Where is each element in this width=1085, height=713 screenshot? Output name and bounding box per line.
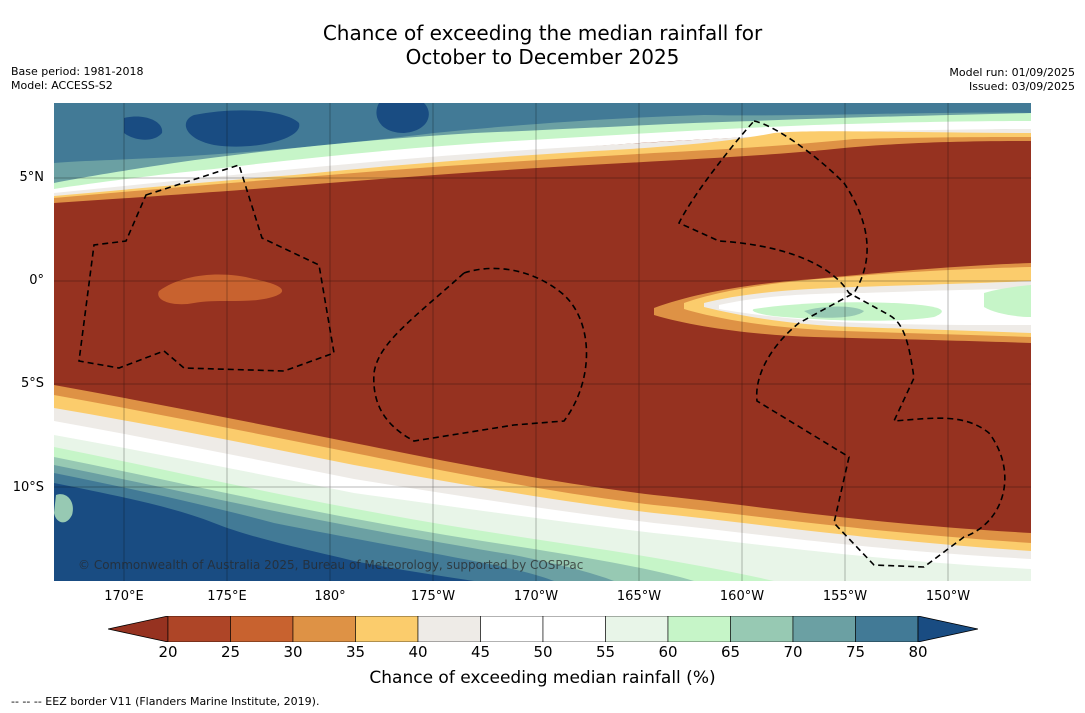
model-text: Model: ACCESS-S2 — [11, 79, 113, 92]
colorbar-segment — [292, 616, 356, 642]
colorbar-segment — [605, 616, 669, 642]
north-wet-blob-1 — [185, 110, 300, 147]
dry-patch — [158, 274, 283, 305]
run-issue-info: Model run: 01/09/2025 Issued: 03/09/2025 — [949, 66, 1075, 94]
colorbar-segment — [542, 616, 606, 642]
issued-text: Issued: 03/09/2025 — [968, 80, 1075, 93]
colorbar-tick-label: 50 — [533, 643, 553, 661]
south-wet-core — [54, 483, 474, 581]
north-light-band — [54, 113, 1031, 191]
colorbar-segment — [792, 616, 856, 642]
north-wet-blob-2 — [376, 103, 429, 133]
base-model-info: Base period: 1981-2018 Model: ACCESS-S2 — [11, 65, 143, 93]
colorbar-arrow-low — [108, 616, 169, 642]
colorbar-segment — [855, 616, 919, 642]
colorbar-segment — [417, 616, 481, 642]
north-white-band — [54, 121, 1031, 195]
colorbar-arrow-high — [917, 616, 978, 642]
north-wet-core — [54, 103, 1031, 163]
rainfall-map — [54, 103, 1031, 581]
eez-kiribati-phoenix — [373, 267, 588, 442]
colorbar-segment — [355, 616, 419, 642]
eez-footnote: -- -- -- EEZ border V11 (Flanders Marine… — [11, 695, 320, 708]
colorbar-segment — [667, 616, 731, 642]
colorbar-segment — [230, 616, 294, 642]
colorbar — [108, 616, 978, 642]
lon-label-170e: 170°E — [104, 589, 144, 604]
base-period-text: Base period: 1981-2018 — [11, 65, 144, 78]
lat-label-0: 0° — [29, 273, 44, 288]
colorbar-tick-label: 65 — [720, 643, 741, 661]
colorbar-tick-label: 30 — [283, 643, 303, 661]
colorbar-label: Chance of exceeding median rainfall (%) — [369, 668, 716, 688]
north-wet-blob-3 — [124, 116, 163, 140]
colorbar-segment — [167, 616, 231, 642]
lat-label-5n: 5°N — [19, 170, 45, 185]
title-line-2: October to December 2025 — [405, 45, 680, 69]
colorbar-tick-label: 40 — [408, 643, 428, 661]
chart-title: Chance of exceeding the median rainfall … — [0, 21, 1085, 69]
lon-label-180: 180° — [314, 589, 346, 604]
colorbar-tick-label: 75 — [845, 643, 866, 661]
colorbar-segment — [480, 616, 544, 642]
eez-borders — [78, 120, 1006, 568]
equator-teal-core — [804, 306, 864, 318]
colorbar-tick-label: 80 — [908, 643, 928, 661]
lat-label-10s: 10°S — [12, 480, 44, 495]
title-line-1: Chance of exceeding the median rainfall … — [322, 21, 763, 45]
lon-label-170w: 170°W — [513, 589, 559, 604]
eez-kiribati-gilbert — [78, 163, 335, 372]
lon-label-160w: 160°W — [719, 589, 765, 604]
lat-label-5s: 5°S — [20, 376, 44, 391]
colorbar-tick-label: 45 — [470, 643, 491, 661]
lon-label-175w: 175°W — [410, 589, 456, 604]
colorbar-tick-label: 25 — [220, 643, 241, 661]
lon-label-175e: 175°E — [207, 589, 247, 604]
south-teal-spot — [54, 494, 73, 523]
colorbar-tick-label: 60 — [658, 643, 678, 661]
colorbar-tick-label: 55 — [595, 643, 616, 661]
copyright-text: © Commonwealth of Australia 2025, Bureau… — [78, 558, 584, 572]
colorbar-tick-label: 20 — [158, 643, 178, 661]
colorbar-tick-label: 70 — [783, 643, 803, 661]
colorbar-tick-label: 35 — [345, 643, 366, 661]
lon-label-165w: 165°W — [616, 589, 662, 604]
grid-lines — [54, 103, 1031, 581]
model-run-text: Model run: 01/09/2025 — [949, 66, 1075, 79]
equator-east-green — [984, 285, 1031, 317]
colorbar-segment — [730, 616, 794, 642]
eez-kiribati-line — [677, 120, 1006, 568]
lon-label-155w: 155°W — [822, 589, 868, 604]
lon-label-150w: 150°W — [925, 589, 971, 604]
